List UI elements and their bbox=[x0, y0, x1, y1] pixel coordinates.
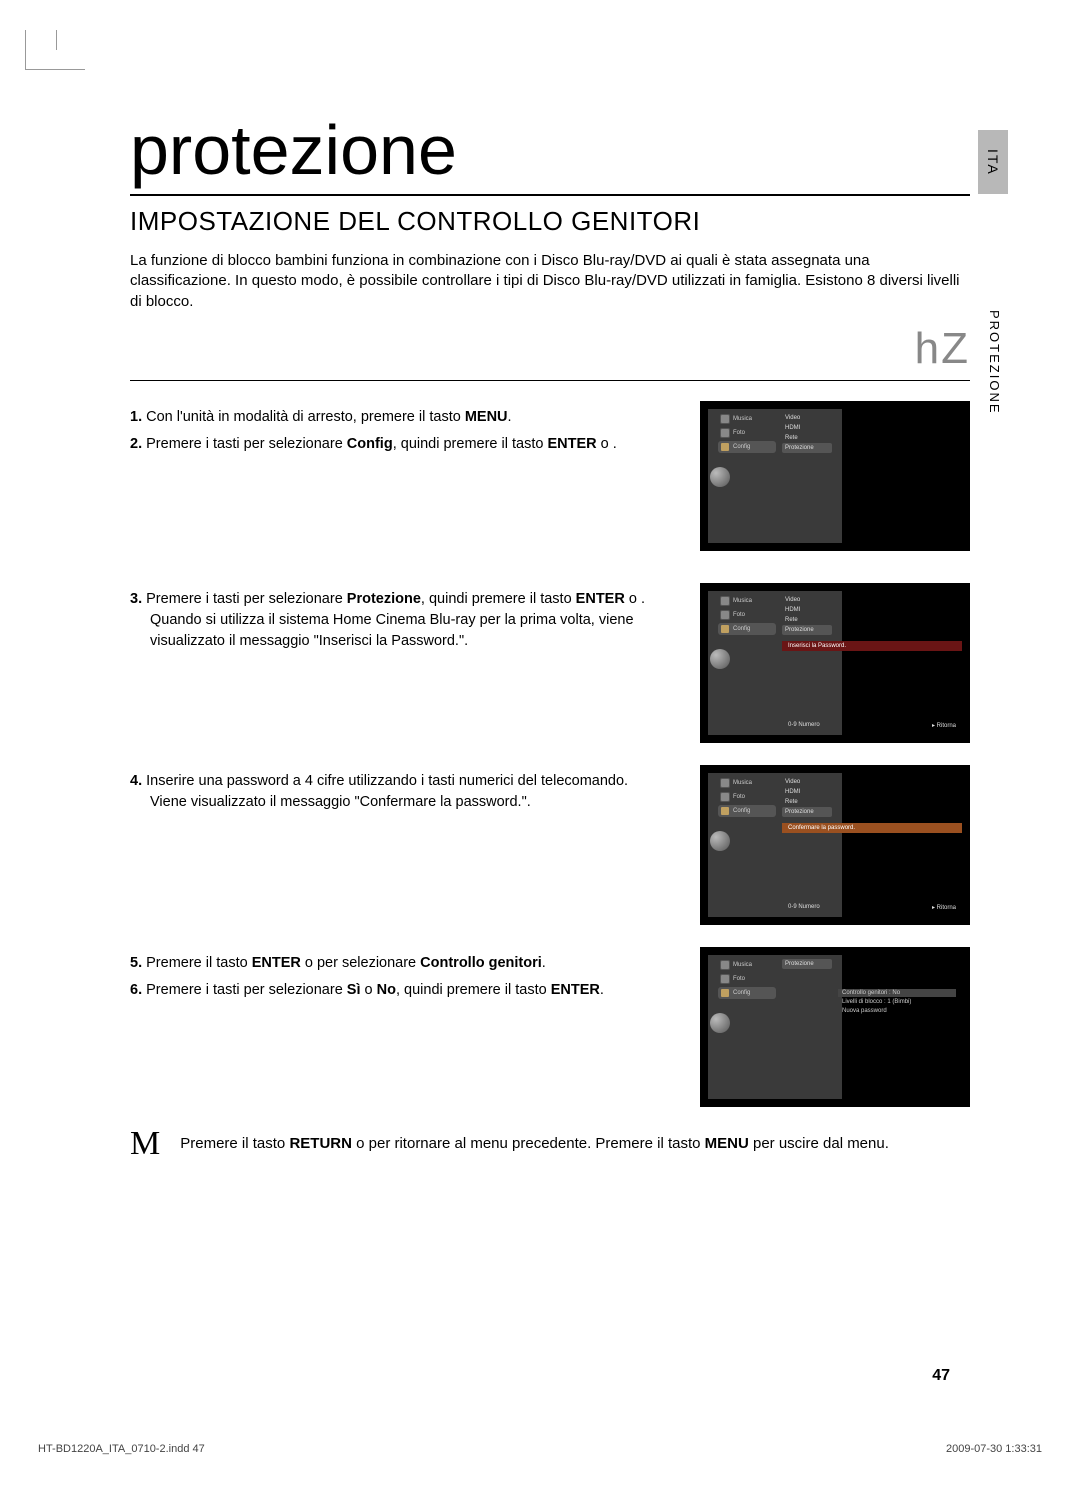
globe-icon bbox=[710, 467, 730, 487]
side-tab-ita: ITA bbox=[978, 130, 1008, 194]
gear-icon bbox=[720, 988, 730, 998]
mid-col: Video HDMI Rete Protezione bbox=[782, 595, 832, 635]
menu-musica: Musica bbox=[718, 777, 776, 789]
screen-2-inner: Musica Foto Config Video HDMI Rete Prote… bbox=[708, 591, 962, 735]
mid-col: Protezione bbox=[782, 959, 832, 969]
step-5: 5. Premere il tasto ENTER o per selezion… bbox=[130, 953, 686, 974]
step-1: 1. Con l'unità in modalità di arresto, p… bbox=[130, 407, 686, 428]
menu-musica: Musica bbox=[718, 959, 776, 971]
note-icon bbox=[720, 778, 730, 788]
step-text-4: 4. Inserire una password a 4 cifre utili… bbox=[130, 765, 700, 819]
note-icon bbox=[720, 414, 730, 424]
note-text: Premere il tasto RETURN o per ritornare … bbox=[180, 1129, 889, 1154]
screen-3: Musica Foto Config Video HDMI Rete Prote… bbox=[700, 765, 970, 925]
screen-right-dark bbox=[842, 591, 962, 735]
footer-right: 2009-07-30 1:33:31 bbox=[946, 1443, 1042, 1455]
menu-foto: Foto bbox=[718, 791, 776, 803]
screen-2: Musica Foto Config Video HDMI Rete Prote… bbox=[700, 583, 970, 743]
menu-config: Config bbox=[718, 441, 776, 453]
page-content: protezione IMPOSTAZIONE DEL CONTROLLO GE… bbox=[130, 110, 970, 1385]
note-icon-m: M bbox=[130, 1129, 160, 1160]
menu-musica: Musica bbox=[718, 595, 776, 607]
return-label: ▸ Ritorna bbox=[932, 722, 956, 729]
gear-icon bbox=[720, 442, 730, 452]
mid-col: Video HDMI Rete Protezione bbox=[782, 777, 832, 817]
step-row-3: 4. Inserire una password a 4 cifre utili… bbox=[130, 765, 970, 925]
menu-col: Musica Foto Config bbox=[718, 595, 776, 637]
note-icon bbox=[720, 596, 730, 606]
step-row-4: 5. Premere il tasto ENTER o per selezion… bbox=[130, 947, 970, 1107]
intro-text: La funzione di blocco bambini funziona i… bbox=[130, 251, 970, 312]
page-title: protezione bbox=[130, 110, 970, 196]
page-subtitle: IMPOSTAZIONE DEL CONTROLLO GENITORI bbox=[130, 206, 970, 237]
screen-1-inner: Musica Foto Config Video HDMI Rete Prote… bbox=[708, 409, 962, 543]
step-4: 4. Inserire una password a 4 cifre utili… bbox=[130, 771, 686, 813]
screen-right-dark bbox=[842, 773, 962, 917]
gear-icon bbox=[720, 806, 730, 816]
gear-icon bbox=[720, 624, 730, 634]
ita-label: ITA bbox=[985, 149, 1001, 176]
photo-icon bbox=[720, 610, 730, 620]
step-row-1: 1. Con l'unità in modalità di arresto, p… bbox=[130, 401, 970, 561]
menu-config: Config bbox=[718, 805, 776, 817]
step-text-5-6: 5. Premere il tasto ENTER o per selezion… bbox=[130, 947, 700, 1007]
step-text-3: 3. Premere i tasti per selezionare Prote… bbox=[130, 583, 700, 658]
footer-left: HT-BD1220A_ITA_0710-2.indd 47 bbox=[38, 1443, 205, 1455]
menu-col: Musica Foto Config bbox=[718, 777, 776, 819]
step-6: 6. Premere i tasti per selezionare Sì o … bbox=[130, 980, 686, 1001]
page-number: 47 bbox=[932, 1367, 950, 1385]
photo-icon bbox=[720, 974, 730, 984]
globe-icon bbox=[710, 1013, 730, 1033]
globe-icon bbox=[710, 649, 730, 669]
sub-items: Controllo genitori : No Livelli di blocc… bbox=[838, 989, 956, 1016]
crop-marks bbox=[25, 30, 85, 70]
photo-icon bbox=[720, 792, 730, 802]
confirm-pwd-band: Confermare la password. bbox=[782, 823, 962, 833]
menu-col: Musica Foto Config bbox=[718, 959, 776, 1001]
menu-foto: Foto bbox=[718, 973, 776, 985]
menu-config: Config bbox=[718, 987, 776, 999]
screen-4-inner: Musica Foto Config Protezione Controllo … bbox=[708, 955, 962, 1099]
screen-4: Musica Foto Config Protezione Controllo … bbox=[700, 947, 970, 1107]
photo-icon bbox=[720, 428, 730, 438]
insert-pwd-band: Inserisci la Password. bbox=[782, 641, 962, 651]
menu-foto: Foto bbox=[718, 427, 776, 439]
hz-label: hZ bbox=[130, 324, 970, 381]
step-3: 3. Premere i tasti per selezionare Prote… bbox=[130, 589, 686, 652]
steps-container: 1. Con l'unità in modalità di arresto, p… bbox=[130, 401, 970, 1160]
menu-musica: Musica bbox=[718, 413, 776, 425]
note-row: M Premere il tasto RETURN o per ritornar… bbox=[130, 1129, 970, 1160]
screen-3-inner: Musica Foto Config Video HDMI Rete Prote… bbox=[708, 773, 962, 917]
menu-config: Config bbox=[718, 623, 776, 635]
note-icon bbox=[720, 960, 730, 970]
side-tab-section: PROTEZIONE bbox=[987, 310, 1002, 415]
return-label: ▸ Ritorna bbox=[932, 904, 956, 911]
step-row-2: 3. Premere i tasti per selezionare Prote… bbox=[130, 583, 970, 743]
menu-col: Musica Foto Config bbox=[718, 413, 776, 455]
step-2: 2. Premere i tasti per selezionare Confi… bbox=[130, 434, 686, 455]
screen-footer: 0-9 Numero ▸ Ritorna bbox=[782, 904, 962, 911]
screen-footer: 0-9 Numero ▸ Ritorna bbox=[782, 722, 962, 729]
mid-col: Video HDMI Rete Protezione bbox=[782, 413, 832, 453]
screen-right-dark bbox=[842, 409, 962, 543]
screen-right-dark bbox=[842, 955, 962, 1099]
menu-foto: Foto bbox=[718, 609, 776, 621]
screen-1: Musica Foto Config Video HDMI Rete Prote… bbox=[700, 401, 970, 551]
globe-icon bbox=[710, 831, 730, 851]
step-text-1-2: 1. Con l'unità in modalità di arresto, p… bbox=[130, 401, 700, 461]
